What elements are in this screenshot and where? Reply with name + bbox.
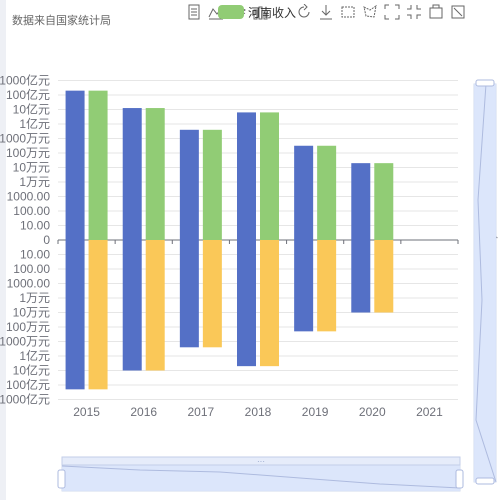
zoom-in-icon[interactable] <box>384 4 400 20</box>
bar-yellow[interactable] <box>374 240 394 313</box>
y-tick-label: 10万元 <box>13 161 50 175</box>
bar-chart-icon[interactable] <box>252 4 268 20</box>
legend-swatch-henan-income[interactable] <box>218 5 244 19</box>
left-edge-strip <box>0 0 6 500</box>
y-tick-label: 1000亿元 <box>0 392 50 407</box>
select-polygon-icon[interactable] <box>362 4 378 20</box>
bar-henan-income[interactable] <box>374 163 394 240</box>
x-tick-label: 2016 <box>130 405 157 419</box>
bar-yellow[interactable] <box>260 240 279 367</box>
horizontal-zoom-mover[interactable] <box>61 456 461 466</box>
y-tick-label: 100万元 <box>6 320 50 334</box>
horizontal-zoom-handle-left[interactable] <box>57 469 66 489</box>
clear-select-icon[interactable] <box>450 4 466 20</box>
bar-yellow[interactable] <box>145 240 165 371</box>
y-tick-label: 10.00 <box>20 219 50 233</box>
y-tick-label: 1000万元 <box>0 335 50 349</box>
x-tick-label: 2015 <box>73 405 100 419</box>
y-tick-label: 100亿元 <box>6 377 50 392</box>
y-tick-label: 1000亿元 <box>0 73 50 88</box>
x-tick-label: 2021 <box>416 405 443 419</box>
bar-henan-income[interactable] <box>88 90 108 241</box>
mover-grip-icon: ··· <box>257 457 265 466</box>
bar-henan-income[interactable] <box>260 112 279 240</box>
horizontal-zoom-shadow <box>61 465 461 489</box>
vertical-zoom-handle-top[interactable] <box>475 79 495 87</box>
bar-blue[interactable] <box>65 90 85 390</box>
vertical-zoom-shadow <box>475 83 497 483</box>
bar-blue[interactable] <box>179 129 199 348</box>
y-tick-label: 1000.00 <box>7 277 51 291</box>
y-tick-label: 1亿元 <box>19 116 50 131</box>
y-tick-label: 10亿元 <box>13 102 50 117</box>
bar-blue[interactable] <box>237 112 256 367</box>
y-tick-label: 10亿元 <box>13 363 50 378</box>
y-tick-label: 1万元 <box>19 175 50 189</box>
x-tick-label: 2019 <box>302 405 329 419</box>
y-tick-label: 10万元 <box>13 306 50 320</box>
y-tick-label: 1亿元 <box>19 348 50 363</box>
y-tick-label: 1000.00 <box>7 190 51 204</box>
bar-blue[interactable] <box>351 163 371 313</box>
bar-yellow[interactable] <box>317 240 337 332</box>
x-tick-label: 2017 <box>188 405 215 419</box>
horizontal-zoom-handle-right[interactable] <box>455 469 464 489</box>
bar-henan-income[interactable] <box>202 129 222 240</box>
legend-label-henan-income[interactable]: 河南收入 <box>248 5 297 20</box>
y-tick-label: 0 <box>43 233 50 247</box>
bar-henan-income[interactable] <box>145 108 165 240</box>
legend[interactable]: 河南收入 <box>218 4 296 20</box>
bar-henan-income[interactable] <box>317 145 337 240</box>
bar-blue[interactable] <box>294 145 314 332</box>
restore-icon[interactable] <box>296 4 312 20</box>
y-tick-label: 1万元 <box>19 291 50 305</box>
y-tick-label: 100万元 <box>6 146 50 160</box>
x-tick-label: 2018 <box>245 405 272 419</box>
y-tick-label: 100亿元 <box>6 87 50 102</box>
y-tick-label: 100.00 <box>13 204 50 218</box>
zoom-out-icon[interactable] <box>406 4 422 20</box>
download-icon[interactable] <box>318 4 334 20</box>
vertical-zoom-handle-bottom[interactable] <box>475 477 495 485</box>
data-view-icon[interactable] <box>186 4 202 20</box>
keep-select-icon[interactable] <box>428 4 444 20</box>
bar-blue[interactable] <box>122 108 142 371</box>
y-tick-label: 1000万元 <box>0 132 50 146</box>
select-rect-icon[interactable] <box>340 4 356 20</box>
bar-yellow[interactable] <box>202 240 222 348</box>
chart-subtitle: 数据来自国家统计局 <box>12 15 111 27</box>
y-tick-label: 10.00 <box>20 248 50 262</box>
vertical-zoom-window[interactable] <box>474 84 496 482</box>
y-tick-label: 100.00 <box>13 262 50 276</box>
x-tick-label: 2020 <box>359 405 386 419</box>
bar-yellow[interactable] <box>88 240 108 390</box>
